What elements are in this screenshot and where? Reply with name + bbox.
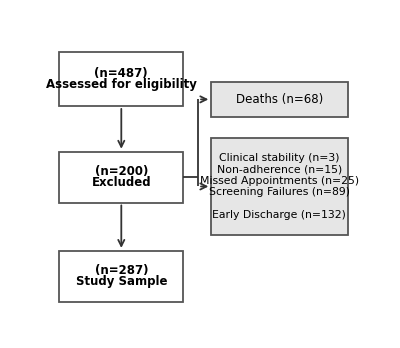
Text: Assessed for eligibility: Assessed for eligibility — [46, 78, 197, 92]
Text: Screening Failures (n=89): Screening Failures (n=89) — [209, 187, 350, 197]
Text: Early Discharge (n=132): Early Discharge (n=132) — [212, 209, 346, 220]
Text: Non-adherence (n=15): Non-adherence (n=15) — [217, 165, 342, 175]
Text: (n=487): (n=487) — [94, 67, 148, 80]
Text: (n=287): (n=287) — [94, 264, 148, 277]
Text: Clinical stability (n=3): Clinical stability (n=3) — [219, 153, 340, 163]
FancyBboxPatch shape — [211, 82, 348, 117]
FancyBboxPatch shape — [211, 138, 348, 235]
Text: Deaths (n=68): Deaths (n=68) — [236, 93, 323, 106]
Text: Study Sample: Study Sample — [76, 275, 167, 288]
Text: Missed Appointments (n=25): Missed Appointments (n=25) — [200, 176, 359, 186]
FancyBboxPatch shape — [59, 152, 183, 203]
Text: (n=200): (n=200) — [95, 165, 148, 178]
FancyBboxPatch shape — [59, 53, 183, 106]
FancyBboxPatch shape — [59, 251, 183, 302]
Text: Excluded: Excluded — [92, 176, 151, 189]
